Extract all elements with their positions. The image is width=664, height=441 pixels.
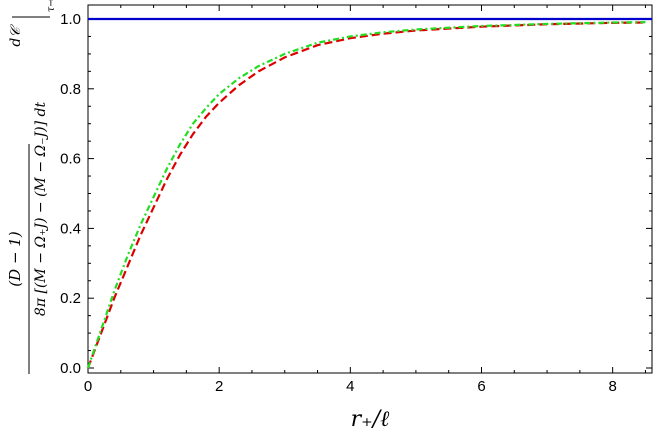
y-axis-label: (D − 1) d𝒞 8π [(M − Ω₊J) − (M − Ω₋J)] dt… <box>6 0 57 374</box>
series-line-red <box>86 21 646 369</box>
x-tick-label: 4 <box>346 378 354 395</box>
y-tick-label: 0.0 <box>60 360 81 377</box>
y-axis-label-prefix: (D − 1) <box>6 231 24 287</box>
plot-frame <box>87 4 653 374</box>
y-axis-label-denominator: 8π [(M − Ω₊J) − (M − Ω₋J)] dt <box>33 102 49 317</box>
y-axis-label-numerator: d𝒞 <box>8 24 24 47</box>
x-tick-label: 8 <box>608 378 616 395</box>
x-axis-label: r₊/ℓ <box>351 407 391 432</box>
tick-group: 0 2 4 6 8 0.0 0.2 0.4 0.6 0.8 1.0 <box>60 5 652 395</box>
y-tick-label: 0.6 <box>60 151 81 168</box>
series-group <box>86 17 652 369</box>
y-axis-label-subscript: τ→∞ <box>46 0 57 12</box>
y-tick-label: 0.4 <box>60 220 81 237</box>
y-tick-label: 1.0 <box>60 11 81 28</box>
x-tick-label: 2 <box>215 378 223 395</box>
series-line-green <box>86 21 646 369</box>
y-tick-label: 0.8 <box>60 81 81 98</box>
x-tick-label: 0 <box>84 378 92 395</box>
x-tick-label: 6 <box>477 378 485 395</box>
y-tick-label: 0.2 <box>60 290 81 307</box>
